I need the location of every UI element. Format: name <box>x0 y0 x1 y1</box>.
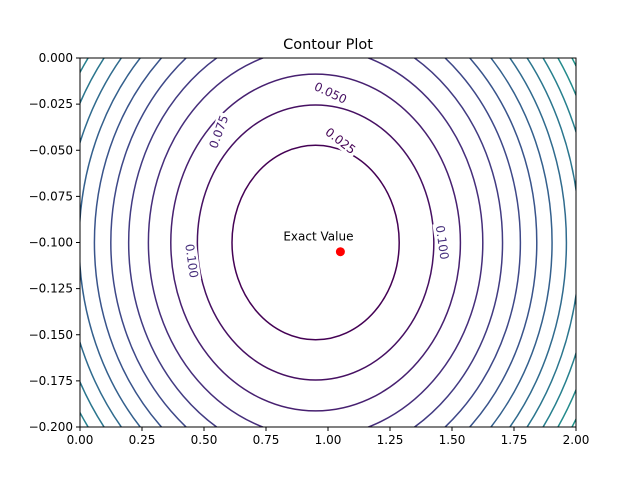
contour-level <box>80 58 553 427</box>
contour-label-gap <box>181 240 202 281</box>
y-axis: 0.000 −0.025 −0.050 −0.075 −0.100 −0.125 −0.15… <box>29 51 80 434</box>
contour-level <box>127 58 504 427</box>
contour-level <box>80 58 568 427</box>
y-tick-label: 0.000 <box>39 51 73 65</box>
contour-level <box>93 58 538 427</box>
contour-level <box>170 73 462 412</box>
contour-level <box>147 58 484 427</box>
x-tick-label: 0.00 <box>67 433 94 447</box>
contour-label: 0.100 <box>433 225 452 261</box>
y-tick-label: −0.100 <box>29 236 73 250</box>
y-tick-label: −0.150 <box>29 328 73 342</box>
contour-level <box>231 144 400 341</box>
contour-label-gap <box>432 222 452 263</box>
x-tick-label: 0.25 <box>129 433 156 447</box>
contour-label: 0.100 <box>182 243 201 279</box>
exact-value-point <box>335 247 345 257</box>
x-tick-label: 1.75 <box>501 433 528 447</box>
contour-level <box>196 104 435 381</box>
y-tick-label: −0.050 <box>29 143 73 157</box>
contour-label: 0.075 <box>206 113 231 150</box>
contour-label: 0.025 <box>323 125 359 157</box>
x-tick-label: 0.75 <box>253 433 280 447</box>
x-tick-label: 1.00 <box>315 433 342 447</box>
x-tick-label: 1.50 <box>439 433 466 447</box>
x-tick-label: 0.50 <box>191 433 218 447</box>
contour-label-gap <box>310 78 351 108</box>
contour-label-gap <box>320 123 360 159</box>
chart-title: Contour Plot <box>283 37 373 53</box>
x-tick-label: 1.25 <box>377 433 404 447</box>
exact-value-marker: Exact Value <box>283 230 353 257</box>
y-tick-label: −0.175 <box>29 374 73 388</box>
y-tick-label: −0.125 <box>29 282 73 296</box>
y-tick-label: −0.025 <box>29 97 73 111</box>
contour-label-gap <box>205 111 233 153</box>
contour-labels: 0.025 0.050 0.075 0.100 0.100 <box>181 78 452 281</box>
contour-level <box>110 58 522 427</box>
exact-value-label: Exact Value <box>283 230 353 244</box>
contour-label: 0.050 <box>312 79 349 106</box>
y-tick-label: −0.200 <box>29 420 73 434</box>
x-tick-label: 2.00 <box>563 433 590 447</box>
x-axis: 0.00 0.25 0.50 0.75 1.00 1.25 1.50 1.75 2.00 <box>67 427 590 447</box>
y-tick-label: −0.075 <box>29 189 73 203</box>
